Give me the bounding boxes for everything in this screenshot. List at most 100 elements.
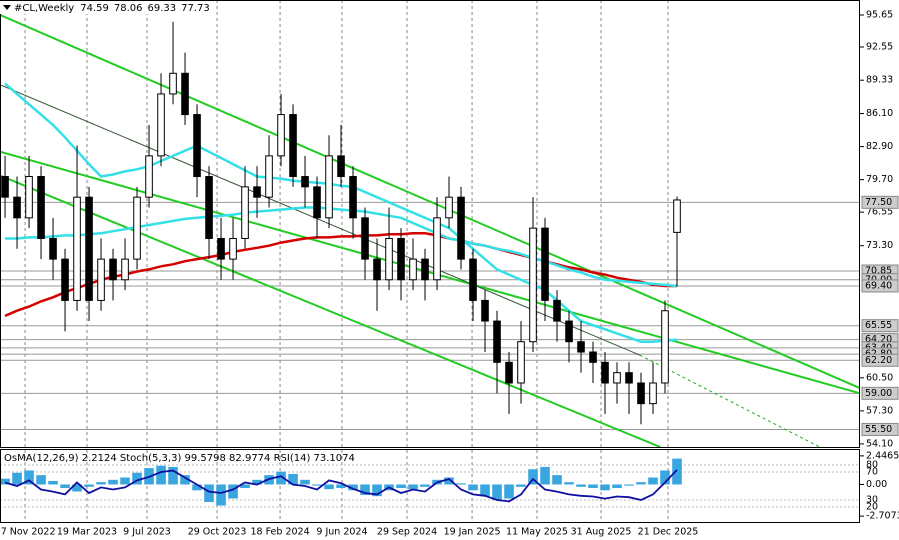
x-tick-label: 19 Jan 2025 bbox=[444, 527, 501, 538]
osma-bar bbox=[552, 475, 562, 485]
osma-bar bbox=[204, 484, 214, 503]
level-label: 65.55 bbox=[865, 320, 892, 331]
osma-bar bbox=[312, 484, 322, 486]
osma-bar bbox=[240, 484, 250, 488]
candle-body bbox=[505, 361, 513, 384]
level-label-bg bbox=[861, 386, 899, 400]
osma-bar bbox=[396, 484, 406, 488]
candle-body bbox=[277, 114, 285, 157]
candle-body bbox=[385, 237, 393, 281]
osma-bar bbox=[72, 484, 82, 492]
y-tick-label: 0.00 bbox=[866, 479, 887, 490]
level-label-bg bbox=[861, 319, 899, 333]
osma-bar bbox=[24, 470, 34, 485]
osma-bar bbox=[348, 484, 358, 491]
osma-bar bbox=[120, 477, 130, 485]
y-tick-label: 89.33 bbox=[866, 75, 893, 86]
osma-bar bbox=[36, 475, 46, 485]
osma-bar bbox=[528, 469, 538, 485]
y2-tick-label: 20 bbox=[866, 502, 878, 513]
candle-body bbox=[265, 155, 273, 198]
candle-body bbox=[373, 258, 381, 281]
candle-body bbox=[649, 382, 657, 405]
y-tick-label: 92.55 bbox=[866, 41, 893, 52]
osma-bar bbox=[372, 484, 382, 497]
osma-bar bbox=[216, 484, 226, 506]
x-tick-label: 18 Feb 2024 bbox=[251, 527, 310, 538]
y-tick-label: 54.10 bbox=[866, 438, 893, 449]
candle-body bbox=[589, 351, 597, 363]
trend-line bbox=[0, 14, 861, 390]
candle-body bbox=[469, 258, 477, 301]
candle-body bbox=[457, 196, 465, 260]
osma-bar bbox=[456, 483, 466, 485]
osma-bar bbox=[192, 484, 202, 491]
osma-bar bbox=[636, 482, 646, 485]
menu-arrow bbox=[3, 5, 11, 10]
candle-body bbox=[61, 258, 69, 301]
candle-body bbox=[193, 114, 201, 178]
moving-average bbox=[5, 206, 678, 288]
osma-bar bbox=[480, 484, 490, 497]
candle-body bbox=[109, 258, 117, 281]
level-label-bg bbox=[861, 353, 899, 367]
ohlc-close: 77.73 bbox=[181, 3, 210, 14]
osc-title: OsMA(12,26,9) 2.2124 Stoch(5,3,3) 99.579… bbox=[4, 453, 355, 464]
osma-bar bbox=[444, 477, 454, 485]
candle-body bbox=[49, 237, 57, 260]
osma-bar bbox=[132, 472, 142, 485]
candle-body bbox=[577, 341, 585, 353]
x-tick-label: 31 Aug 2025 bbox=[571, 527, 632, 538]
osma-bar bbox=[336, 484, 346, 488]
candle-body bbox=[445, 196, 453, 219]
y-tick-label: 76.55 bbox=[866, 207, 893, 218]
osma-bar bbox=[252, 479, 262, 485]
ohlc-open: 74.59 bbox=[80, 3, 109, 14]
y-tick-label: 57.30 bbox=[866, 405, 893, 416]
candle-body bbox=[85, 196, 93, 301]
x-tick-label: 9 Jul 2023 bbox=[123, 527, 171, 538]
osma-bar bbox=[468, 484, 478, 491]
osma-bar bbox=[60, 484, 70, 488]
candle-body bbox=[157, 93, 165, 157]
candle-body bbox=[541, 227, 549, 301]
osma-bar bbox=[84, 484, 94, 487]
osma-bar bbox=[516, 484, 526, 487]
y-tick-label: 2.4465 bbox=[866, 450, 899, 461]
y2-tick-label: 70 bbox=[866, 467, 878, 478]
y2-tick-label: 80 bbox=[866, 460, 878, 471]
osma-bar bbox=[540, 466, 550, 485]
candle-body bbox=[565, 320, 573, 343]
candle-body bbox=[493, 320, 501, 363]
osma-bar bbox=[564, 482, 574, 485]
y-tick-label: -2.7073 bbox=[866, 511, 899, 522]
candle-body bbox=[613, 372, 621, 384]
candle-body bbox=[397, 237, 405, 281]
candle-body bbox=[481, 299, 489, 322]
y-tick-label: 95.65 bbox=[866, 9, 893, 20]
trend-line bbox=[0, 174, 661, 448]
osma-bar bbox=[672, 458, 682, 485]
candle-body bbox=[133, 196, 141, 260]
osma-bar bbox=[288, 473, 298, 485]
rsi-line bbox=[4, 469, 678, 503]
candle-body bbox=[121, 258, 129, 281]
y-tick-label: 60.50 bbox=[866, 372, 893, 383]
osma-bar bbox=[0, 478, 10, 485]
osma-bar bbox=[588, 484, 598, 488]
candle-body bbox=[253, 186, 261, 198]
title-bg bbox=[0, 1, 170, 14]
y-tick-label: 79.70 bbox=[866, 174, 893, 185]
osma-bar bbox=[600, 484, 610, 491]
osma-bar bbox=[12, 472, 22, 485]
candle-body bbox=[97, 258, 105, 301]
osma-bar bbox=[504, 484, 514, 499]
level-label: 69.40 bbox=[865, 280, 892, 291]
osma-bar bbox=[660, 470, 670, 485]
trend-line bbox=[639, 354, 821, 448]
candle-body bbox=[13, 196, 21, 219]
candle-body bbox=[625, 372, 633, 384]
candle-body bbox=[421, 258, 429, 281]
x-tick-label: 29 Sep 2024 bbox=[377, 527, 437, 538]
